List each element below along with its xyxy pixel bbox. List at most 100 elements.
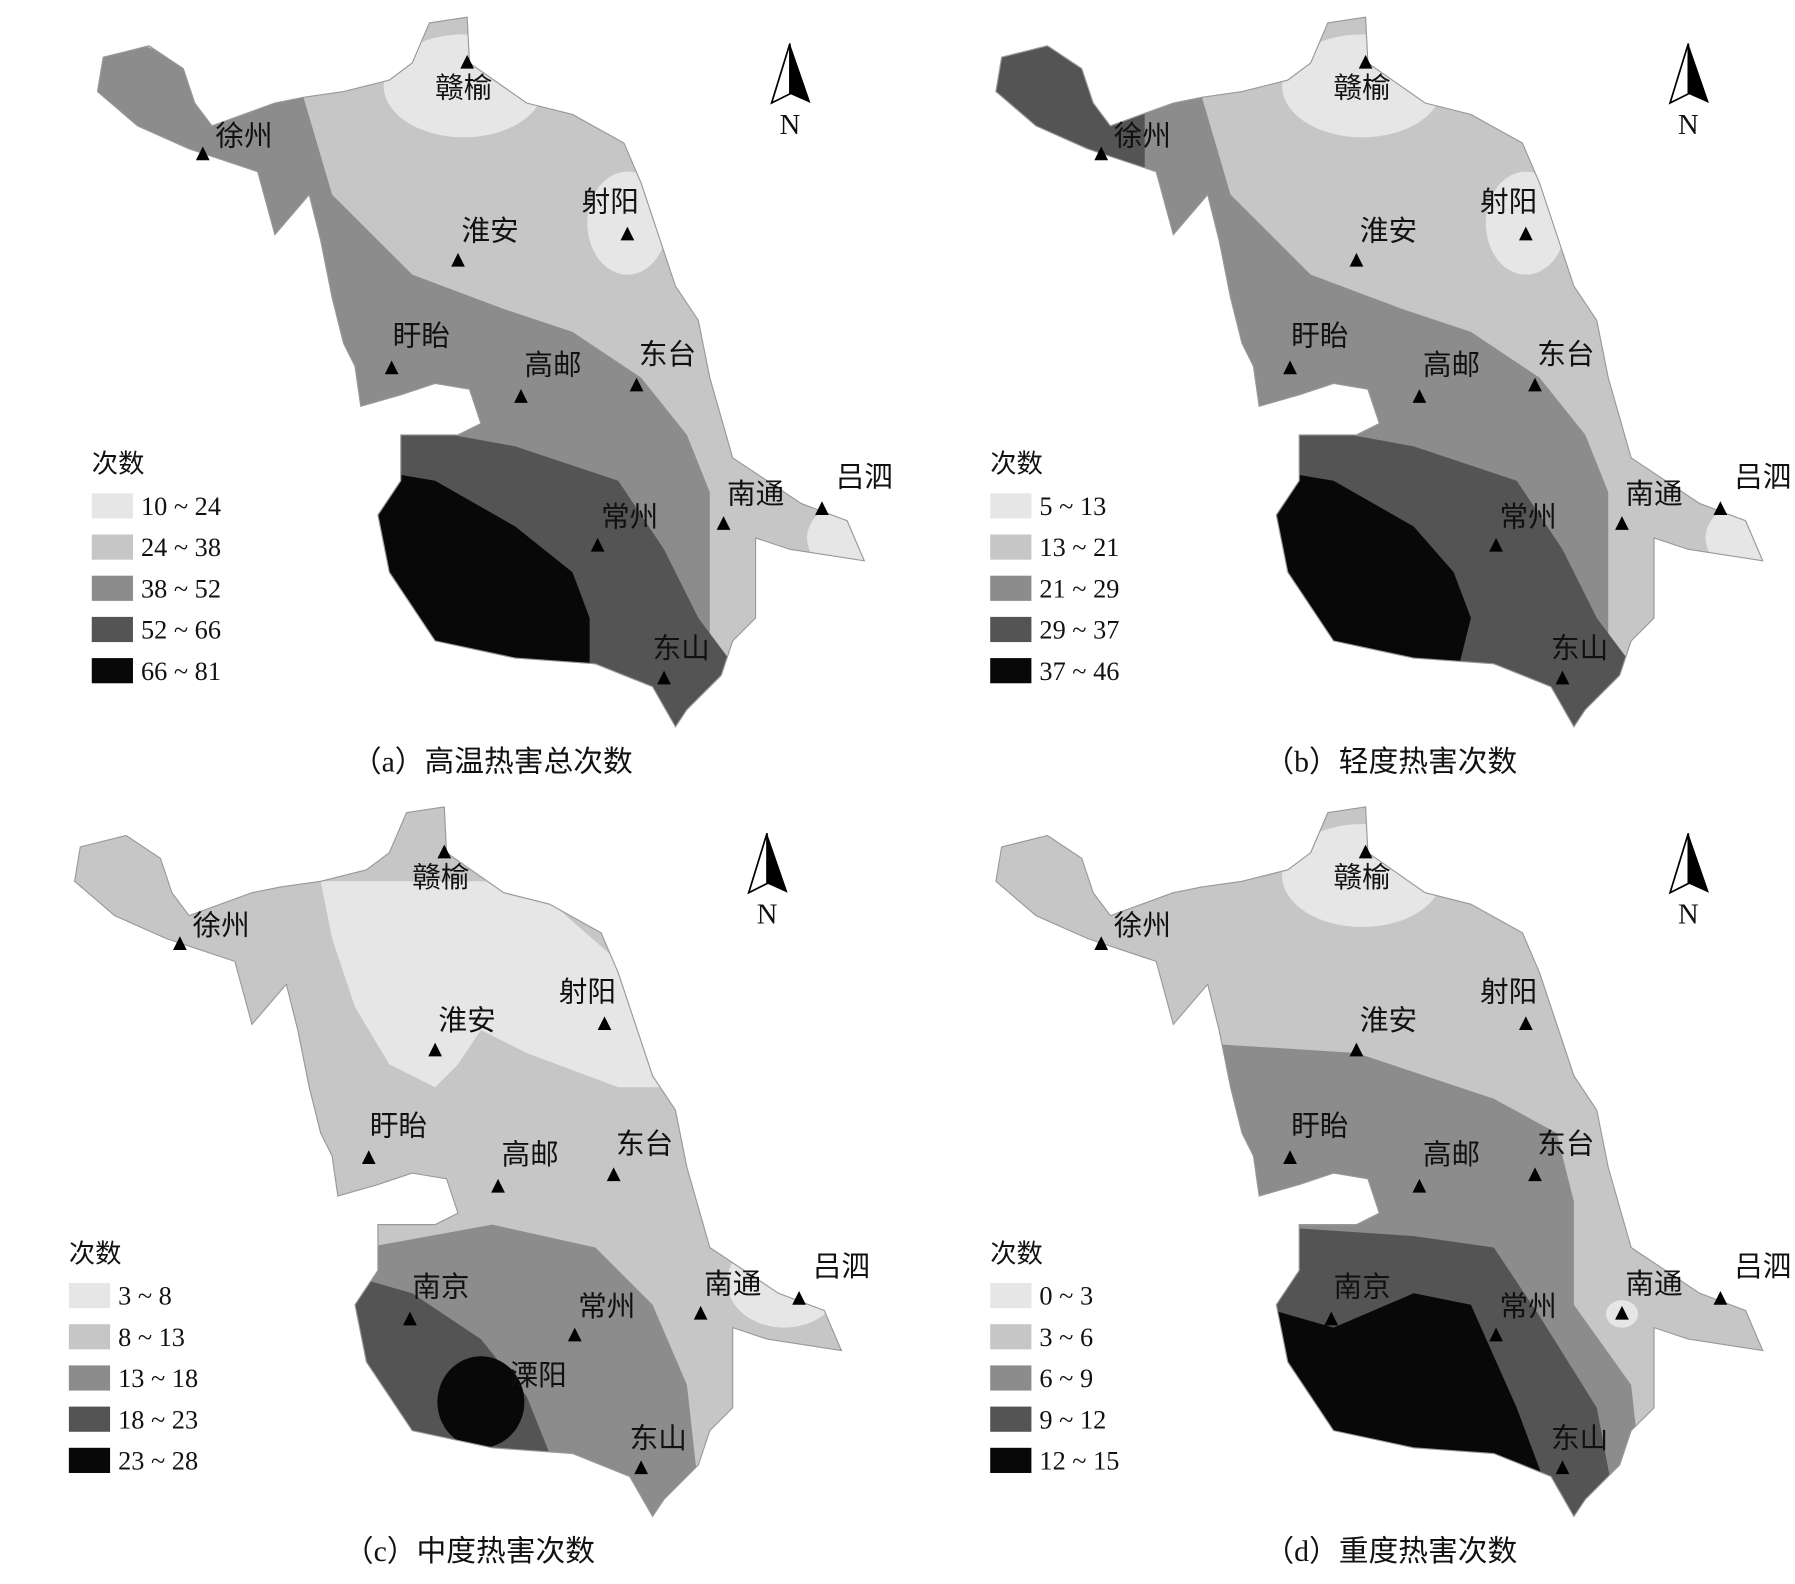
legend-swatch [91,616,133,643]
panel-caption: （c）中度热害次数 [344,1535,595,1568]
station-marker [590,537,605,552]
station-marker [460,54,475,69]
station-marker [1615,516,1629,530]
legend-label: 3 ~ 8 [118,1282,172,1311]
station-marker [1489,1327,1503,1342]
station-marker [1412,1178,1427,1193]
station-label: 东台 [1537,339,1594,371]
station-label: 射阳 [582,187,639,219]
station-label: 射阳 [1480,976,1537,1008]
legend-swatch [68,1365,111,1391]
station-label: 东山 [653,633,710,665]
legend-swatch [68,1324,111,1350]
station-marker [1094,146,1109,161]
station-marker [792,1291,806,1305]
legend-swatch [990,534,1032,560]
station-label: 徐州 [1114,910,1171,942]
station-label: 高邮 [502,1139,559,1171]
legend-label: 10 ~ 24 [141,492,221,521]
station-label: 东山 [630,1423,687,1455]
station-marker [195,146,210,161]
station-label: 吕泗 [1734,462,1791,493]
station-marker [491,1178,505,1193]
station-marker [173,936,187,950]
panel-caption: （a）高温热害总次数 [352,745,633,778]
legend-label: 37 ~ 46 [1039,657,1119,686]
province-border [995,16,1764,728]
station-marker [451,252,465,267]
north-arrow [789,43,811,104]
zone [1705,505,1763,570]
station-marker [620,226,635,241]
north-arrow [747,832,768,895]
legend-swatch [91,534,133,560]
station-label: 南京 [1334,1272,1391,1304]
station-label: 徐州 [1114,120,1171,152]
station-label: 高邮 [524,349,581,381]
station-label: 盱眙 [370,1110,427,1142]
legend-label: 66 ~ 81 [141,657,221,686]
station-marker [1555,670,1570,685]
north-arrow [1668,832,1690,895]
legend-label: 18 ~ 23 [118,1405,198,1434]
north-arrow [1688,833,1709,893]
north-arrow [767,833,788,893]
legend-title: 次数 [69,1239,122,1268]
station-marker [1283,1150,1297,1164]
station-marker [428,1042,442,1057]
legend-label: 13 ~ 18 [118,1364,198,1393]
station-label: 淮安 [439,1005,496,1037]
station-marker [815,501,829,516]
north-arrow [1688,43,1709,104]
station-label: 东山 [1551,633,1608,665]
station-label: 常州 [601,501,658,533]
station-label: 常州 [1500,501,1557,533]
station-label: 赣榆 [1334,862,1391,894]
legend-label: 12 ~ 15 [1039,1447,1119,1476]
station-label: 赣榆 [1334,72,1391,104]
station-label: 徐州 [192,910,249,942]
station-marker [437,844,452,859]
province-border [995,806,1764,1518]
station-marker [1358,54,1373,69]
panel-caption: （b）轻度热害次数 [1264,745,1517,778]
legend-title: 次数 [990,1239,1043,1268]
station-label: 东台 [1537,1129,1594,1161]
station-label: 吕泗 [836,462,893,493]
station-label: 吕泗 [813,1252,870,1283]
station-label: 南通 [704,1268,761,1300]
station-label: 赣榆 [435,72,492,104]
station-marker [514,389,528,403]
station-marker [567,1327,582,1342]
station-marker [1528,1167,1542,1182]
zone [995,17,1145,229]
north-label: N [780,110,801,141]
station-label: 盱眙 [1291,1110,1348,1142]
station-marker [384,360,399,375]
station-label: 南通 [727,479,784,511]
station-marker [1094,936,1109,950]
station-marker [634,1460,648,1475]
station-label: 淮安 [461,215,518,247]
legend-label: 8 ~ 13 [118,1323,185,1352]
station-marker [1412,389,1427,403]
station-marker [1518,1016,1533,1031]
legend-swatch [990,1365,1032,1391]
zone [437,1356,525,1448]
station-label: 盱眙 [393,321,450,353]
station-marker [693,1305,708,1320]
legend-title: 次数 [92,450,145,479]
legend-swatch [990,1406,1032,1432]
station-label: 淮安 [1360,215,1417,247]
station-label: 高邮 [1423,1139,1480,1171]
station-marker [1349,1042,1364,1057]
station-label: 南京 [412,1272,469,1304]
legend-label: 24 ~ 38 [141,533,221,562]
station-label: 东山 [1551,1423,1608,1455]
station-marker [1528,377,1542,392]
station-label: 南通 [1625,479,1682,511]
